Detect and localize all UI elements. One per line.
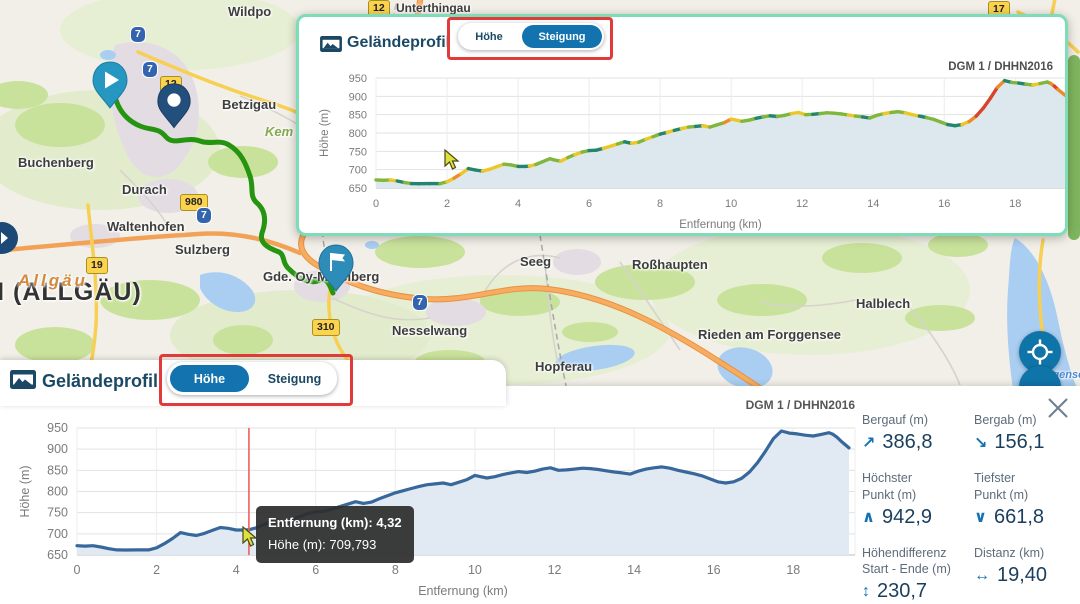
y-tick-label: 700 [349,165,367,177]
slope-segment [988,85,1000,100]
profile-statistics: Bergauf (m) ↗ 386,8 Bergab (m) ↘ 156,1 Höchste… [862,412,1078,604]
x-tick-label: 10 [468,563,482,577]
tooltip-distance: Entfernung (km): 4,32 [268,515,402,530]
panel-title: Geländeprofil [347,34,451,51]
profile-line [75,429,851,552]
x-tick-label: 6 [312,563,319,577]
y-tick-label: 850 [349,110,367,122]
terrain-profile-panel-bottom: 650 700 750 800 850 900 950 0 2 4 6 8 10 12 14 16 18 Höhe… [0,386,1080,604]
elevation-chart-steigung[interactable]: 650 700 750 800 850 900 950 0 2 4 6 8 10 12 14 16 18 Höhe… [299,17,1065,233]
terrain-profile-icon [320,36,342,52]
y-tick-label: 650 [349,183,367,195]
hoehendifferenz-arrow-icon: ↕ [862,582,870,600]
x-tick-label: 16 [707,563,721,577]
y-tick-label: 750 [47,506,68,520]
terrain-profile-icon [10,370,36,389]
x-tick-label: 18 [1009,198,1021,210]
steigung-tab[interactable]: Steigung [522,25,602,48]
y-tick-label: 650 [47,548,68,562]
stat-tiefster-punkt: Tiefster Punkt (m) ∨ 661,8 [974,471,1045,528]
y-tick-label: 950 [47,421,68,435]
x-tick-label: 2 [153,563,160,577]
y-tick-label: 900 [47,442,68,456]
elevation-model-label: DGM 1 / DHHN2016 [948,61,1053,73]
slope-segment [981,96,993,110]
bergauf-arrow-icon: ↗ [862,434,876,452]
x-tick-label: 2 [444,198,450,210]
x-tick-label: 4 [515,198,521,210]
x-tick-label: 18 [786,563,800,577]
geolocate-icon [1027,339,1053,365]
route-line [113,97,336,296]
x-tick-label: 12 [796,198,808,210]
x-tick-label: 0 [373,198,379,210]
y-tick-label: 900 [349,91,367,103]
hoehe-tab[interactable]: Höhe [170,365,249,392]
slope-segment [974,106,985,118]
profile-mode-toggle-top: Höhe Steigung [458,23,604,50]
stat-hoehendifferenz: Höhendifferenz Start - Ende (m) ↕ 230,7 [862,545,951,603]
chart-tooltip: Entfernung (km): 4,32 Höhe (m): 709,793 [256,506,414,563]
y-tick-label: 700 [47,527,68,541]
close-icon[interactable] [1042,392,1074,424]
y-axis-label: Höhe (m) [319,109,331,157]
hoechster-punkt-arrow-icon: ∧ [862,509,875,527]
x-tick-label: 8 [657,198,663,210]
panel-title: Geländeprofil [42,371,159,391]
y-axis-label: Höhe (m) [18,465,32,517]
elevation-model-label: DGM 1 / DHHN2016 [745,398,855,412]
y-tick-label: 800 [47,485,68,499]
x-tick-label: 14 [627,563,641,577]
steigung-tab[interactable]: Steigung [267,371,322,386]
x-axis-label: Entfernung (km) [418,584,508,598]
stat-hoechster-punkt: Höchster Punkt (m) ∧ 942,9 [862,471,933,528]
stat-distanz: Distanz (km) ↔ 19,40 [974,545,1048,586]
y-tick-label: 750 [349,146,367,158]
profile-mode-toggle-bottom: Höhe Steigung [167,362,337,395]
slope-segment [1059,90,1065,97]
x-tick-label: 16 [938,198,950,210]
x-tick-label: 4 [233,563,240,577]
distanz-arrow-icon: ↔ [974,566,990,584]
y-tick-label: 850 [47,463,68,477]
x-tick-label: 10 [725,198,737,210]
tiefster-punkt-arrow-icon: ∨ [974,509,987,527]
x-tick-label: 8 [392,563,399,577]
x-tick-label: 14 [867,198,879,210]
hoehe-tab[interactable]: Höhe [475,30,503,43]
terrain-profile-panel-top: 650 700 750 800 850 900 950 0 2 4 6 8 10 12 14 16 18 Höhe… [296,14,1068,236]
x-axis-label: Entfernung (km) [679,219,762,231]
y-tick-label: 950 [349,73,367,85]
y-tick-label: 800 [349,128,367,140]
tooltip-elevation: Höhe (m): 709,793 [268,536,377,552]
x-tick-label: 0 [74,563,81,577]
x-tick-label: 6 [586,198,592,210]
chevron-right-icon [1,232,8,244]
stat-bergauf: Bergauf (m) ↗ 386,8 [862,413,933,454]
bergab-arrow-icon: ↘ [974,434,988,452]
panel-collapse-button[interactable] [0,222,18,254]
x-tick-label: 12 [548,563,562,577]
stat-bergab: Bergab (m) ↘ 156,1 [974,413,1045,454]
